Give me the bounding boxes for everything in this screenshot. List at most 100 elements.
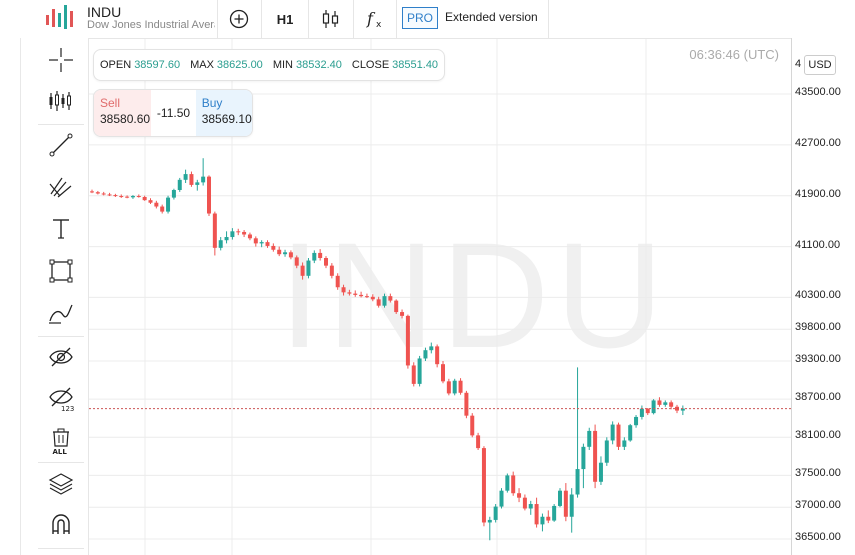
toolbar-divider	[38, 124, 84, 125]
candle	[218, 237, 223, 251]
chart-type-button[interactable]	[314, 4, 348, 34]
candle-body	[306, 260, 311, 276]
candle-body	[347, 292, 352, 294]
candle	[113, 193, 118, 197]
candle	[382, 293, 387, 308]
candle-body	[598, 462, 603, 482]
candle	[224, 231, 229, 244]
candle	[417, 355, 422, 387]
timeframe-button[interactable]: H1	[276, 11, 294, 27]
candle-body	[335, 275, 340, 288]
candle-body	[318, 252, 323, 259]
candle-body	[125, 196, 130, 198]
candle	[511, 471, 516, 496]
candle-body	[464, 392, 469, 416]
candle-body	[394, 300, 399, 313]
candle-body	[680, 408, 685, 411]
hide-drawings-button[interactable]	[40, 337, 82, 377]
candle-body	[136, 196, 141, 198]
candle	[125, 195, 130, 199]
layers-icon	[48, 473, 74, 495]
candle-body	[669, 402, 674, 407]
candle	[476, 432, 481, 450]
candle	[528, 500, 533, 515]
candle	[347, 289, 352, 296]
candle-body	[329, 265, 334, 276]
candle	[651, 399, 656, 415]
candle-body	[487, 519, 492, 523]
candle-body	[522, 497, 527, 509]
crosshair-icon	[49, 48, 73, 72]
candle	[517, 488, 522, 503]
candle	[552, 504, 557, 522]
candle	[207, 175, 211, 217]
candle-body	[364, 296, 369, 298]
candle-body	[639, 408, 644, 417]
candle-body	[341, 287, 346, 293]
candle	[470, 413, 475, 438]
indicators-button[interactable]: f x	[358, 4, 392, 34]
candle-body	[481, 448, 486, 523]
candle-body	[353, 293, 358, 295]
svg-text:ALL: ALL	[53, 448, 68, 455]
candle-body	[610, 424, 615, 441]
candle	[341, 284, 346, 296]
candle-body	[236, 231, 241, 233]
candle	[376, 296, 381, 308]
candle-body	[265, 242, 270, 246]
candle	[95, 190, 100, 195]
candle-body	[90, 191, 94, 193]
candle-body	[493, 506, 498, 520]
buy-button[interactable]: Buy 38569.10	[195, 90, 252, 136]
candle-body	[446, 381, 451, 394]
candle	[505, 473, 510, 493]
magnet-button[interactable]	[40, 505, 82, 545]
candles-settings-button[interactable]	[40, 81, 82, 121]
extended-version-link[interactable]: Extended version	[445, 10, 538, 24]
candle-body	[242, 231, 247, 235]
text-tool-icon	[53, 219, 69, 239]
candle	[136, 194, 141, 198]
candle-body	[575, 469, 580, 495]
candle	[335, 273, 340, 290]
trendline-button[interactable]	[40, 125, 82, 165]
hide-labels-button[interactable]: 123	[40, 379, 82, 419]
text-tool-button[interactable]	[40, 209, 82, 249]
candle	[154, 200, 159, 209]
rectangle-tool-button[interactable]	[40, 251, 82, 291]
candle-body	[616, 424, 621, 447]
layers-button[interactable]	[40, 463, 82, 503]
chart-area[interactable]: INDU 06:36:46 (UTC) OPEN 38597.60 MAX 38…	[88, 38, 791, 555]
toolbar-divider	[396, 0, 397, 38]
delete-all-button[interactable]: ALL	[40, 421, 82, 461]
candle-body	[511, 475, 516, 494]
candle	[201, 158, 206, 186]
candle-body	[476, 435, 481, 449]
price-axis[interactable]: 400 USD 43500.0042700.0041900.0041100.00…	[791, 38, 855, 555]
crosshair-button[interactable]	[40, 40, 82, 80]
currency-button[interactable]: USD	[804, 55, 836, 75]
max-value: 38625.00	[216, 59, 263, 71]
candle	[604, 437, 609, 466]
candle	[364, 293, 369, 299]
utc-clock: 06:36:46 (UTC)	[689, 47, 779, 62]
delete-all-icon: ALL	[53, 428, 69, 455]
candle	[663, 400, 668, 407]
pro-badge[interactable]: PRO	[402, 7, 438, 29]
candle	[669, 400, 674, 410]
price-axis-label: 37500.00	[795, 467, 841, 480]
svg-text:f: f	[366, 9, 376, 28]
candle	[639, 405, 644, 420]
candle	[300, 262, 305, 280]
sell-button[interactable]: Sell 38580.60	[94, 90, 152, 136]
price-axis-label: 39800.00	[795, 321, 841, 334]
candle-body	[429, 346, 434, 351]
symbol-title[interactable]: INDU	[87, 4, 122, 20]
fib-tool-button[interactable]	[40, 167, 82, 207]
candle-body	[628, 425, 633, 441]
brush-button[interactable]	[40, 293, 82, 333]
candle-body	[177, 179, 182, 190]
add-symbol-button[interactable]	[222, 4, 256, 34]
candle	[581, 443, 586, 489]
buy-price: 38569.10	[201, 112, 252, 126]
